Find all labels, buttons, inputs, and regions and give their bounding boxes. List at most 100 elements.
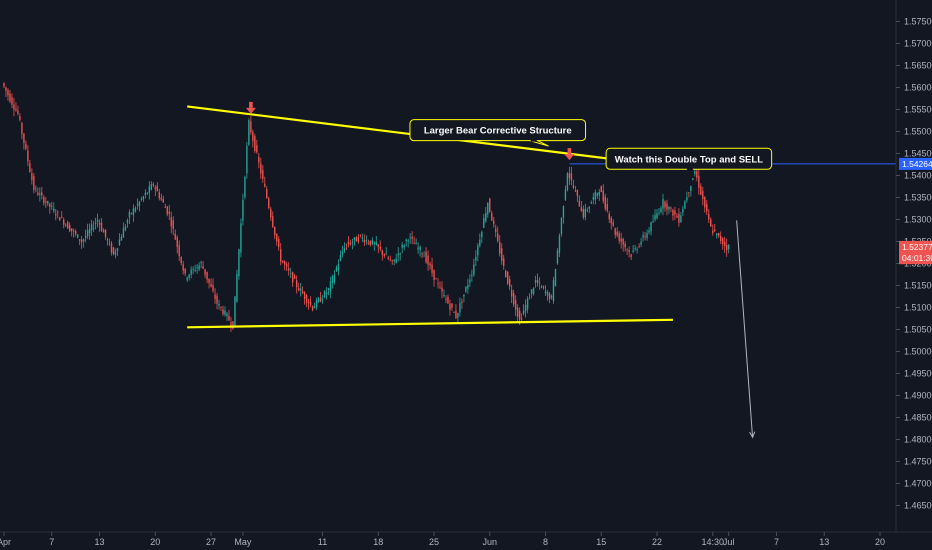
candle-body (463, 294, 465, 297)
candle-body (65, 224, 67, 226)
price-tick-label: 1.49500 (904, 369, 932, 379)
candle-body (706, 203, 708, 212)
candle-body (49, 203, 51, 207)
candle-body (548, 293, 551, 300)
candle-body (622, 238, 624, 245)
candle-body (700, 186, 702, 195)
candle-body (325, 292, 328, 295)
candle-body (708, 213, 710, 220)
candle-body (680, 215, 682, 223)
candle-body (522, 310, 525, 314)
price-tick-label: 1.54500 (904, 149, 932, 159)
candle-body (612, 222, 614, 226)
candle-body (47, 200, 49, 204)
candle-body (542, 286, 545, 288)
price-tick-label: 1.53000 (904, 215, 932, 225)
candle-body (614, 228, 616, 235)
candle-body (174, 233, 176, 240)
candle-body (552, 280, 555, 302)
candle-body (104, 229, 107, 237)
candle-body (714, 229, 716, 231)
candle-body (184, 268, 186, 274)
candle-body (309, 301, 312, 305)
candle-body (43, 197, 45, 204)
candle-body (11, 97, 13, 105)
candle-body (495, 228, 497, 232)
candle-body (662, 198, 664, 209)
candle-body (720, 235, 722, 242)
candle-body (405, 239, 407, 242)
candle-body (722, 238, 724, 245)
candle-body (305, 295, 308, 303)
candle-body (236, 274, 238, 302)
candle-body (108, 242, 111, 244)
candle-body (299, 288, 302, 291)
candle-body (534, 280, 537, 283)
candle-body (483, 218, 485, 228)
candle-body (19, 116, 21, 120)
candle-body (459, 303, 461, 313)
candle-body (648, 230, 650, 233)
price-tick-label: 1.55000 (904, 127, 932, 137)
candle-body (200, 262, 202, 264)
candle-body (455, 310, 457, 319)
price-tick-label: 1.56500 (904, 61, 932, 71)
candle-body (640, 241, 642, 245)
candle-body (228, 315, 230, 321)
candle-body (600, 186, 602, 193)
date-tick-label: 18 (373, 537, 383, 547)
candle-body (704, 197, 706, 208)
candle-body (604, 196, 606, 209)
candle-body (351, 242, 354, 243)
candle-body (112, 247, 115, 255)
candle-body (106, 239, 109, 241)
candle-body (487, 203, 489, 215)
price-tag-level (899, 157, 932, 170)
candle-body (264, 183, 266, 187)
candle-body (94, 223, 97, 224)
candle-body (164, 207, 166, 208)
candle-body (110, 243, 113, 253)
candle-body (33, 176, 35, 190)
candle-body (503, 258, 505, 267)
candle-body (224, 310, 226, 315)
candle-body (590, 202, 593, 204)
candle-body (61, 217, 63, 218)
candle-body (27, 150, 29, 162)
price-tick-label: 1.57000 (904, 39, 932, 49)
drawing-layer: Larger Bear Corrective Structure Watch th… (187, 101, 896, 439)
candle-body (664, 201, 666, 208)
candle-body (572, 185, 575, 188)
candle-body (646, 233, 648, 239)
date-tick-label: 8 (543, 537, 548, 547)
candle-body (238, 249, 240, 277)
callout-bear-structure: Larger Bear Corrective Structure (409, 119, 587, 147)
candle-body (15, 108, 17, 111)
candle-body (208, 278, 210, 283)
candle-body (427, 255, 429, 265)
candle-body (493, 220, 495, 225)
candle-body (644, 236, 646, 238)
price-tag-label-current: 1.52377 (902, 242, 932, 252)
sell-marker-head (245, 107, 256, 114)
candle-body (630, 254, 632, 258)
candle-body (154, 187, 157, 190)
candle-body (41, 192, 43, 195)
candle-body (676, 215, 678, 218)
candle-body (37, 192, 39, 195)
candle-body (399, 253, 401, 255)
price-tick-label: 1.47000 (904, 479, 932, 489)
candle-body (538, 282, 541, 284)
candle-body (146, 192, 149, 194)
candle-body (437, 283, 439, 285)
candle-body (371, 240, 374, 245)
candle-body (214, 294, 216, 299)
candle-body (514, 300, 517, 310)
candle-body (411, 236, 413, 239)
date-tick-label: May (234, 537, 252, 547)
candle-body (624, 243, 626, 248)
candle-body (88, 229, 91, 234)
price-tick-label: 1.53500 (904, 193, 932, 203)
